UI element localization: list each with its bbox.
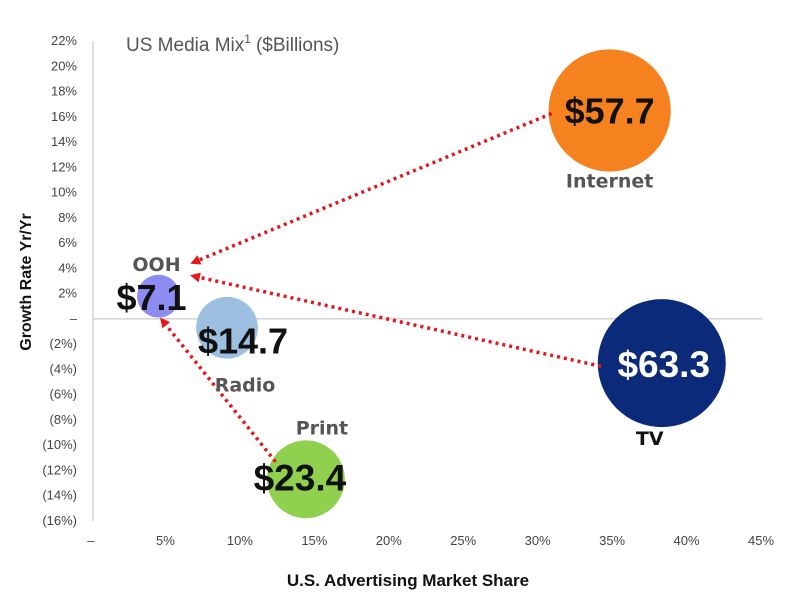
x-tick-label: – (87, 533, 95, 548)
value-label-print: $23.4 (254, 457, 347, 498)
y-tick-label: 2% (58, 286, 77, 301)
y-tick-label: (16%) (42, 513, 77, 528)
value-label-radio: $14.7 (198, 321, 288, 362)
arrows (160, 111, 602, 463)
chart-title-main: US Media Mix (126, 35, 245, 56)
x-tick-label: 45% (748, 533, 774, 548)
name-label-internet: Internet (566, 170, 653, 192)
name-label-radio: Radio (215, 375, 276, 397)
arrow-internet-to-ooh (190, 111, 553, 265)
bubble-internet (548, 49, 671, 172)
y-tick-label: (8%) (50, 412, 77, 427)
bubble-print (266, 440, 345, 519)
value-label-tv: $63.3 (617, 344, 710, 385)
y-axis-title: Growth Rate Yr/Yr (18, 213, 35, 351)
y-tick-label: 4% (58, 260, 77, 275)
y-tick-label: (4%) (50, 361, 77, 376)
x-tick-label: 40% (674, 533, 700, 548)
name-label-ooh: OOH (132, 254, 180, 276)
x-tick-label: 5% (156, 533, 175, 548)
name-label-print: Print (296, 417, 348, 439)
arrow-print-to-ooh (160, 317, 277, 463)
chart-title-superscript: 1 (244, 32, 251, 46)
y-tick-label: 6% (58, 235, 77, 250)
bubble-tv (597, 299, 726, 428)
y-tick-label: (10%) (42, 437, 77, 452)
x-tick-label: 25% (450, 533, 476, 548)
y-tick-label: (2%) (50, 336, 77, 351)
y-tick-label: (12%) (42, 462, 77, 477)
x-tick-label: 10% (227, 533, 253, 548)
y-tick-label: – (70, 311, 78, 326)
y-tick-label: 22% (51, 33, 77, 48)
y-tick-label: 16% (51, 109, 77, 124)
bubble-radio (196, 296, 258, 359)
y-tick-label: 18% (51, 84, 77, 99)
y-tick-label: 8% (58, 210, 77, 225)
chart-title-suffix: ($Billions) (256, 35, 339, 56)
value-label-internet: $57.7 (565, 90, 655, 131)
tick-labels: 22% 20% 18% 16% 14% 12% 10% 8% 6% 4% 2% – (2%) (4%) (6… (42, 33, 774, 548)
y-tick-label: 12% (51, 159, 77, 174)
value-label-ooh: $7.1 (116, 277, 186, 318)
bubbles (137, 49, 726, 519)
name-label-tv: TV (636, 428, 664, 450)
x-axis-title: U.S. Advertising Market Share (287, 571, 529, 590)
x-tick-label: 15% (301, 533, 327, 548)
x-tick-label: 30% (525, 533, 551, 548)
y-tick-label: (14%) (42, 488, 77, 503)
bubble-ooh (137, 274, 180, 318)
y-tick-label: 14% (51, 134, 77, 149)
chart-title: US Media Mix1 ($Billions) (126, 32, 339, 56)
y-tick-label: 10% (51, 185, 77, 200)
y-tick-label: (6%) (50, 387, 77, 402)
x-tick-label: 20% (376, 533, 402, 548)
y-tick-label: 20% (51, 58, 77, 73)
x-tick-label: 35% (599, 533, 625, 548)
